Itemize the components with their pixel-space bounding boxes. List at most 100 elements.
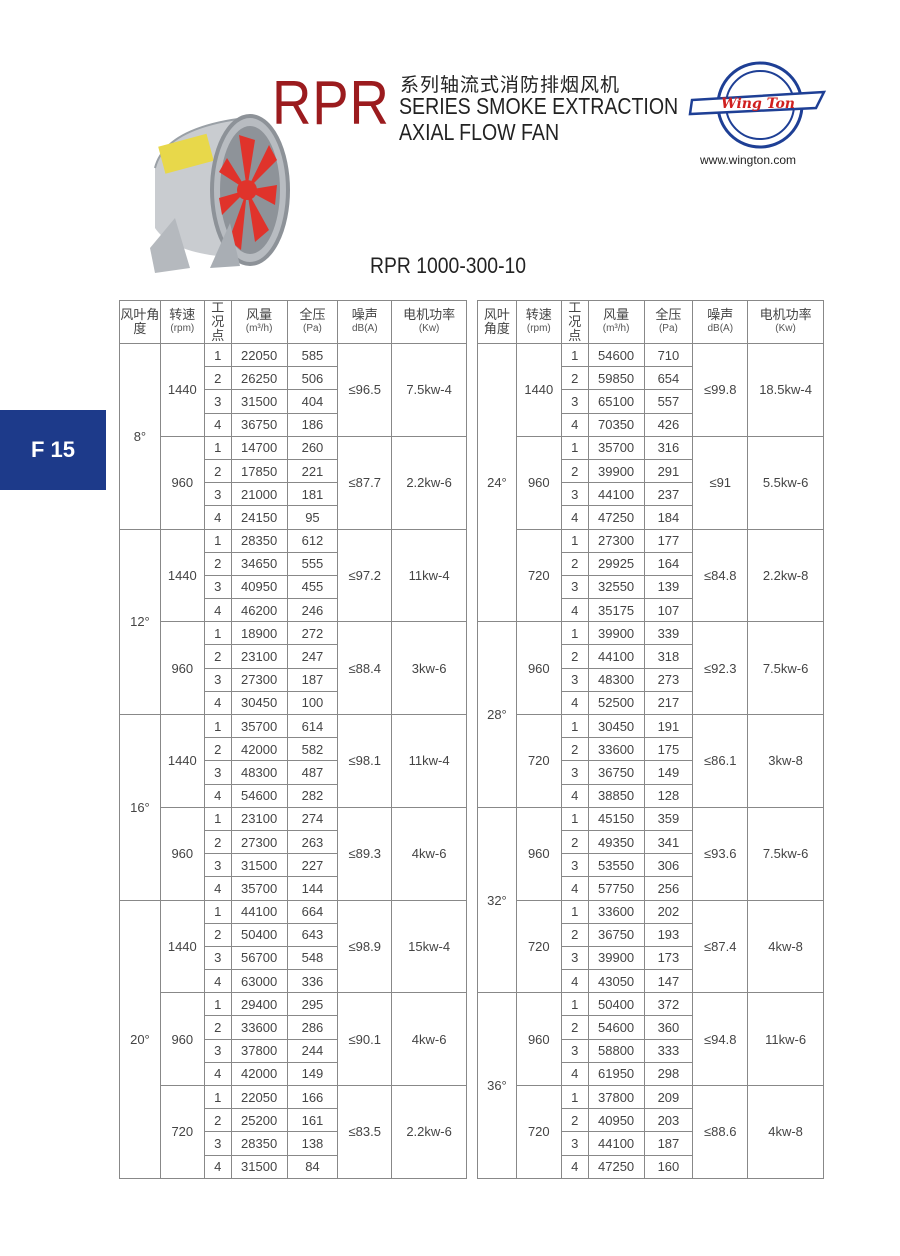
total-pressure: 160 xyxy=(643,1154,694,1179)
motor-power: 18.5kw-4 xyxy=(747,343,824,437)
operating-point: 2 xyxy=(203,644,232,669)
table-row: 3 44100 237 xyxy=(478,482,824,507)
table-row: 12° 1440 1 28350 612 ≤97.2 11kw-4 xyxy=(119,528,467,715)
speed-rpm: 960 xyxy=(159,806,205,901)
table-row: 3 21000 181 xyxy=(120,482,467,507)
table-row: 3 56700 548 xyxy=(120,945,467,971)
air-flow: 23100 xyxy=(230,806,288,831)
header-label: 噪声 xyxy=(707,307,734,322)
wington-logo: Wing Ton xyxy=(688,61,827,149)
noise: ≤99.8 xyxy=(692,343,749,437)
operating-point: 4 xyxy=(203,412,232,437)
table-row: 8° 1440 1 22050 585 ≤96.5 7.5kw-4 xyxy=(119,342,467,530)
total-pressure: 306 xyxy=(643,853,694,878)
total-pressure: 138 xyxy=(286,1131,339,1156)
air-flow: 57750 xyxy=(587,876,645,901)
header-unit: (Kw) xyxy=(418,323,440,334)
operating-point: 1 xyxy=(560,342,589,368)
total-pressure: 202 xyxy=(643,899,694,924)
air-flow: 21000 xyxy=(230,482,288,507)
header-unit: (Kw) xyxy=(775,323,796,334)
total-pressure: 247 xyxy=(286,644,339,669)
operating-point: 2 xyxy=(560,458,589,484)
operating-point: 2 xyxy=(203,458,232,484)
operating-point: 3 xyxy=(203,945,232,971)
air-flow: 61950 xyxy=(587,1061,645,1087)
table-row: 2 25200 161 xyxy=(120,1108,467,1133)
header-unit: (m³/h) xyxy=(602,323,630,334)
table-row: 720 1 27300 177 ≤84.8 2.2kw-8 xyxy=(478,528,824,623)
header-angle: 风叶角度 xyxy=(477,300,517,344)
fan-product-image xyxy=(150,114,290,273)
air-flow: 35700 xyxy=(230,713,288,739)
air-flow: 44100 xyxy=(587,1131,645,1156)
header-label: 噪声 xyxy=(351,307,378,322)
air-flow: 29400 xyxy=(230,992,288,1017)
air-flow: 63000 xyxy=(230,969,288,994)
table-row: 3 28350 138 xyxy=(120,1131,467,1156)
total-pressure: 191 xyxy=(643,713,694,739)
operating-point: 1 xyxy=(560,435,589,460)
page-tab: F 15 xyxy=(0,410,106,490)
table-row: 960 1 14700 260 ≤87.7 2.2kw-6 xyxy=(120,435,467,530)
air-flow: 42000 xyxy=(230,1061,288,1087)
total-pressure: 227 xyxy=(286,853,339,878)
total-pressure: 147 xyxy=(643,969,694,994)
total-pressure: 291 xyxy=(643,458,694,484)
air-flow: 54600 xyxy=(230,783,288,808)
operating-point: 3 xyxy=(203,853,232,878)
blade-angle: 36° xyxy=(477,992,517,1179)
noise: ≤89.3 xyxy=(337,806,393,901)
table-row: 960 1 18900 272 ≤88.4 3kw-6 xyxy=(120,621,467,715)
total-pressure: 274 xyxy=(286,806,339,831)
air-flow: 29925 xyxy=(587,551,645,576)
header-point: 工况点 xyxy=(203,300,232,344)
header-unit: dB(A) xyxy=(707,323,734,334)
table-row: 2 36750 193 xyxy=(478,922,824,947)
operating-point: 2 xyxy=(203,1015,232,1040)
operating-point: 3 xyxy=(203,482,232,507)
operating-point: 2 xyxy=(203,922,232,947)
motor-power: 7.5kw-6 xyxy=(747,806,824,901)
total-pressure: 273 xyxy=(643,667,694,692)
operating-point: 3 xyxy=(560,389,589,414)
header-unit: (m³/h) xyxy=(245,323,273,334)
total-pressure: 149 xyxy=(643,760,694,785)
air-flow: 45150 xyxy=(587,806,645,831)
table-row: 960 1 35700 316 ≤91 5.5kw-6 xyxy=(478,435,824,530)
header-label: 工况点 xyxy=(568,300,582,343)
blade-angle: 24° xyxy=(477,342,517,623)
air-flow: 27300 xyxy=(230,667,288,692)
table-row: 720 1 33600 202 ≤87.4 4kw-8 xyxy=(478,899,824,994)
air-flow: 25200 xyxy=(230,1108,288,1133)
total-pressure: 643 xyxy=(286,922,339,947)
header-label: 全压 xyxy=(655,307,682,322)
operating-point: 1 xyxy=(203,713,232,739)
operating-point: 4 xyxy=(560,876,589,901)
air-flow: 22050 xyxy=(230,342,288,368)
total-pressure: 203 xyxy=(643,1108,694,1133)
table-row: 960 1 23100 274 ≤89.3 4kw-6 xyxy=(120,806,467,901)
air-flow: 33600 xyxy=(587,899,645,924)
total-pressure: 209 xyxy=(643,1084,694,1110)
operating-point: 3 xyxy=(203,574,232,600)
table-row: 3 48300 273 xyxy=(478,667,824,692)
air-flow: 53550 xyxy=(587,853,645,878)
air-flow: 23100 xyxy=(230,644,288,669)
noise: ≤98.9 xyxy=(337,899,393,994)
total-pressure: 360 xyxy=(643,1015,694,1040)
total-pressure: 298 xyxy=(643,1061,694,1087)
header-row: 风叶角度 转速 (rpm) 工况点 风量 (m³/h) 全压 (Pa) 噪声 dB(A) 电机功率(… xyxy=(477,300,824,344)
operating-point: 4 xyxy=(203,598,232,623)
air-flow: 24150 xyxy=(230,505,288,530)
table-row: 4 42000 149 xyxy=(120,1061,467,1087)
total-pressure: 128 xyxy=(643,783,694,808)
air-flow: 52500 xyxy=(587,690,645,716)
air-flow: 37800 xyxy=(587,1084,645,1110)
total-pressure: 221 xyxy=(286,458,339,484)
operating-point: 2 xyxy=(203,1108,232,1133)
operating-point: 4 xyxy=(203,969,232,994)
operating-point: 1 xyxy=(203,621,232,646)
header-unit: dB(A) xyxy=(351,323,378,334)
table-row: 4 61950 298 xyxy=(478,1061,824,1087)
